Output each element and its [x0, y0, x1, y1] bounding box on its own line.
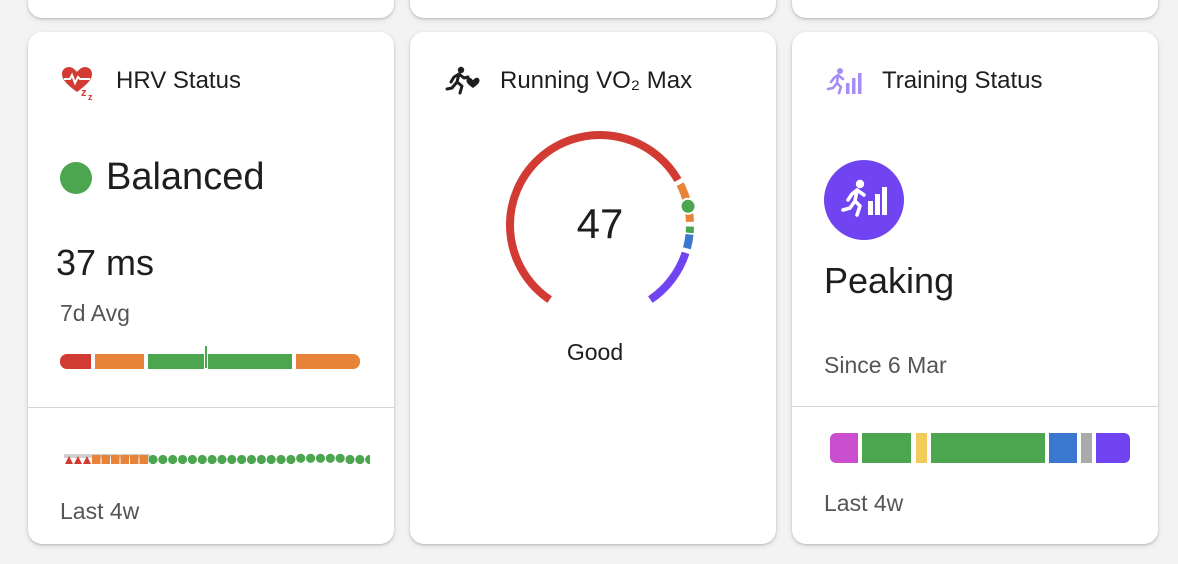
vo2max-value: 47 — [576, 200, 624, 247]
svg-text:z: z — [81, 87, 87, 99]
hrv-trend-marker — [65, 456, 73, 464]
training-since-label: Since 6 Mar — [824, 352, 947, 378]
training-history-segment — [862, 433, 911, 463]
hrv-trend-marker — [325, 453, 335, 463]
hrv-status-text: Balanced — [106, 156, 265, 198]
vo2max-card-header: Running VO₂ Max — [444, 66, 776, 96]
hrv-trend-marker — [177, 454, 188, 465]
hrv-trend-marker — [101, 455, 110, 464]
hrv-trend-marker — [111, 455, 120, 464]
training-4w-history — [830, 433, 1130, 463]
training-history-segment — [931, 433, 1045, 463]
hrv-trend-marker — [148, 454, 158, 465]
card-stub-right — [792, 0, 1158, 18]
hrv-trend-marker — [120, 455, 129, 464]
vo2-gauge-indicator — [681, 199, 695, 213]
hrv-trend-marker — [345, 454, 355, 465]
hrv-trend-marker — [355, 454, 365, 465]
vo2-gauge-segment-superior — [648, 251, 690, 303]
training-footer-label: Last 4w — [824, 490, 904, 516]
hrv-range-balanced — [148, 354, 292, 369]
vo2max-rating: Good — [566, 339, 624, 365]
hrv-trend-marker — [158, 454, 168, 465]
vo2max-card-title: Running VO₂ Max — [500, 67, 693, 94]
hrv-footer-label: Last 4w — [60, 498, 140, 524]
hrv-trend-marker — [335, 453, 345, 463]
training-divider — [792, 406, 1158, 407]
hrv-card-header: z z HRV Status — [60, 66, 394, 100]
training-badge-icon — [841, 179, 887, 217]
hrv-trend-marker — [130, 455, 139, 464]
hrv-4w-trend — [64, 453, 370, 465]
training-history-segment — [916, 433, 927, 463]
training-status-badge — [824, 160, 904, 240]
vo2-gauge-segment-excellent — [683, 233, 694, 250]
hrv-trend-marker — [315, 453, 326, 463]
hrv-trend-marker — [256, 454, 266, 465]
hrv-status-card[interactable]: z z HRV Status Balanced 37 ms 7d Avg Las… — [28, 32, 394, 544]
hrv-trend-marker — [168, 454, 178, 465]
vo2max-gauge — [506, 130, 697, 303]
hrv-trend-marker — [187, 454, 197, 465]
vo2max-card[interactable]: Running VO₂ Max 47 Good — [410, 32, 776, 544]
hrv-trend-marker — [92, 455, 101, 464]
hrv-trend-marker — [83, 456, 91, 464]
hrv-trend-marker — [286, 454, 296, 465]
svg-text:z: z — [88, 92, 93, 100]
card-stub-middle — [410, 0, 776, 18]
hrv-divider — [28, 407, 394, 408]
hrv-trend-marker — [237, 454, 247, 465]
hrv-trend-marker — [207, 454, 217, 465]
hrv-trend-marker — [246, 454, 257, 465]
training-status-icon — [826, 66, 866, 96]
training-status-text: Peaking — [824, 260, 955, 301]
training-card-title: Training Status — [882, 67, 1043, 94]
hrv-trend-marker — [197, 454, 207, 465]
hrv-status-dot — [60, 162, 92, 194]
heart-sleep-icon: z z — [60, 66, 100, 100]
hrv-trend-marker — [217, 454, 227, 465]
hrv-trend-marker — [296, 453, 306, 463]
card-stub-left — [28, 0, 394, 18]
runner-heart-icon — [444, 66, 480, 96]
hrv-trend-marker — [139, 455, 148, 464]
training-history-segment — [1049, 433, 1077, 463]
hrv-trend-marker — [266, 454, 276, 465]
hrv-avg-label: 7d Avg — [60, 300, 130, 326]
vo2-gauge-segment-poor — [506, 130, 682, 303]
training-status-card[interactable]: Training Status Peaking Since 6 Mar Last… — [792, 32, 1158, 544]
hrv-trend-marker — [227, 454, 237, 465]
hrv-trend-marker — [74, 456, 82, 464]
hrv-trend-marker — [365, 454, 370, 465]
hrv-range-unbalanced-low — [95, 354, 144, 369]
training-history-segment — [1081, 433, 1092, 463]
hrv-value: 37 ms — [56, 242, 155, 283]
hrv-range-bar — [60, 346, 360, 370]
hrv-trend-marker — [276, 454, 286, 465]
training-card-header: Training Status — [826, 66, 1158, 96]
hrv-trend-marker — [306, 453, 316, 463]
hrv-card-title: HRV Status — [116, 67, 241, 94]
